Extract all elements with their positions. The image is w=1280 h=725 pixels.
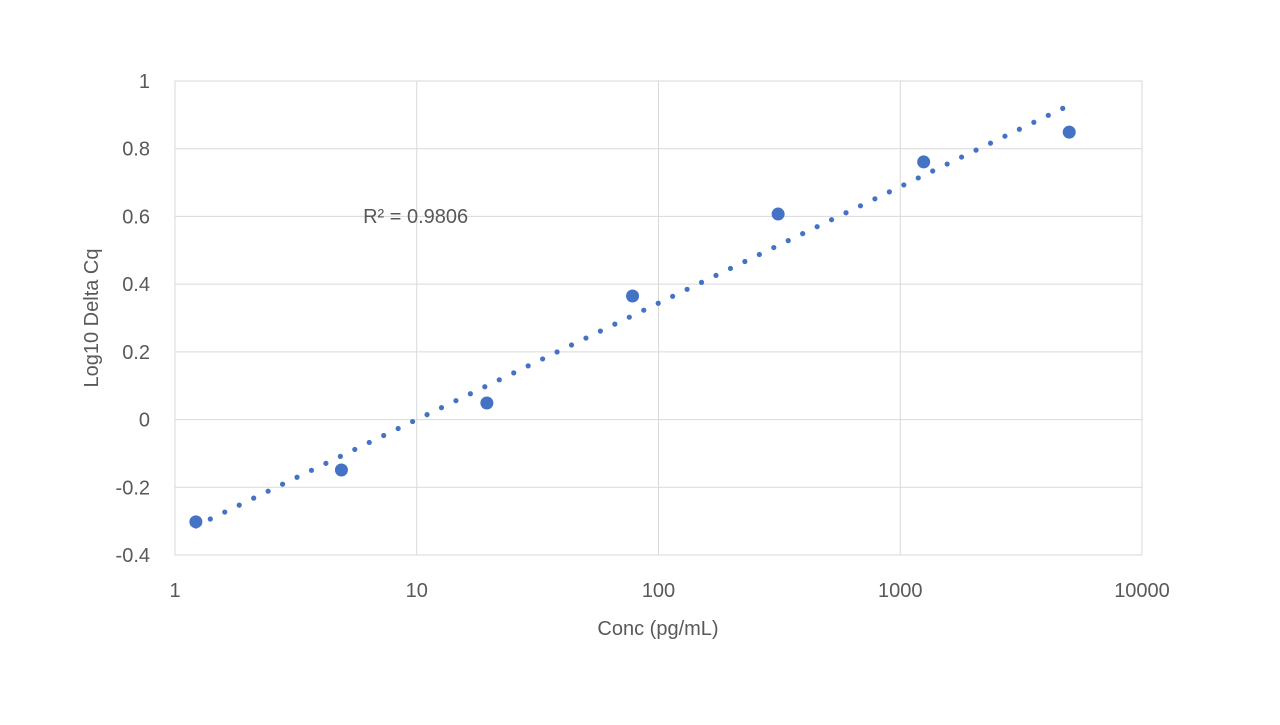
trendline-dot: [756, 251, 762, 258]
trendline-dot: [684, 286, 690, 292]
x-tick-label: 100: [642, 580, 675, 602]
x-tick-label: 10: [406, 580, 428, 602]
trendline-dot: [655, 300, 661, 306]
trendline-dot: [540, 356, 546, 362]
trendline-dot: [958, 154, 965, 160]
trendline-dot: [771, 244, 777, 251]
trendline-dot: [944, 161, 950, 167]
trendline-dot: [554, 349, 560, 355]
x-tick-label: 1: [169, 580, 180, 602]
y-tick-labels: -0.4 -0.2 0 0.2 0.4 0.6 0.8 1: [116, 71, 150, 567]
x-axis-label: Conc (pg/mL): [597, 618, 718, 640]
trendline-dot: [409, 418, 416, 425]
trendline: [193, 105, 1066, 529]
trendline-dot: [482, 384, 488, 390]
trendline-dot: [568, 342, 575, 348]
trendline-dot: [323, 460, 329, 466]
data-point: [480, 396, 494, 410]
y-tick-label: 0.8: [122, 139, 150, 161]
trendline-dot: [641, 307, 647, 313]
trendline-dot: [251, 495, 257, 501]
trendline-dot: [381, 432, 387, 439]
y-tick-label: 0.4: [122, 274, 150, 296]
y-tick-label: 0: [139, 410, 150, 432]
trendline-dot: [438, 405, 445, 411]
trendline-dot: [236, 502, 242, 508]
y-tick-label: 0.6: [122, 206, 150, 228]
data-point: [1062, 125, 1076, 139]
trendline-dot: [915, 175, 921, 181]
y-axis-label: Log10 Delta Cq: [81, 249, 103, 388]
trendline-dot: [800, 231, 806, 237]
trendline-dot: [337, 453, 343, 459]
trendline-dot: [742, 258, 748, 265]
x-tick-label: 10000: [1114, 580, 1170, 602]
trendline-dot: [814, 224, 820, 230]
trendline-dot: [525, 363, 531, 369]
trendline-dot: [1016, 126, 1022, 132]
trendline-dot: [597, 328, 604, 334]
trendline-dot: [366, 439, 372, 446]
trendline-dot: [828, 217, 835, 223]
data-point: [771, 207, 785, 221]
data-point: [626, 289, 640, 303]
trendline-dot: [785, 238, 791, 244]
y-tick-label: 0.2: [122, 342, 150, 364]
data-points: [189, 125, 1076, 529]
trendline-dot: [294, 474, 300, 480]
trendline-dot: [713, 272, 719, 279]
trendline-dot: [886, 189, 892, 195]
trendline-dot: [395, 425, 401, 432]
trendline-dot: [496, 377, 502, 383]
y-tick-label: 1: [139, 71, 150, 93]
data-point: [917, 155, 931, 169]
trendline-dot: [1031, 119, 1037, 125]
trendline-dot: [698, 279, 705, 285]
y-tick-label: -0.4: [116, 545, 150, 567]
trendline-dot: [308, 467, 315, 473]
trendline-dot: [222, 509, 228, 515]
trendline-dot: [352, 446, 358, 453]
trendline-dot: [265, 488, 271, 494]
data-point: [189, 515, 203, 529]
trendline-dot: [670, 293, 676, 299]
gridlines: [174, 80, 1143, 556]
x-tick-labels: 1 10 100 1000 10000: [169, 580, 1169, 602]
trendline-dot: [727, 265, 734, 272]
x-tick-label: 1000: [878, 580, 923, 602]
r-squared-annotation: R² = 0.9806: [363, 206, 468, 228]
trendline-dot: [872, 196, 878, 202]
trendline-dot: [1045, 112, 1051, 118]
trendline-dot: [901, 182, 907, 188]
trendline-dot: [612, 321, 618, 327]
trendline-dot: [930, 168, 936, 174]
trendline-dot: [626, 314, 632, 320]
trendline-dot: [1002, 133, 1008, 139]
trendline-dot: [467, 391, 473, 397]
trendline-dot: [453, 398, 459, 404]
trendline-dot: [1060, 105, 1066, 111]
trendline-dot: [511, 370, 517, 376]
trendline-dot: [583, 335, 589, 341]
trendline-dot: [424, 412, 430, 418]
y-tick-label: -0.2: [116, 477, 150, 499]
trendline-dot: [279, 481, 286, 487]
trendline-dot: [987, 140, 994, 146]
trendline-dot: [207, 516, 213, 522]
trendline-dot: [973, 147, 979, 153]
trendline-dot: [843, 210, 849, 216]
data-point: [334, 463, 348, 477]
trendline-dot: [857, 203, 864, 209]
